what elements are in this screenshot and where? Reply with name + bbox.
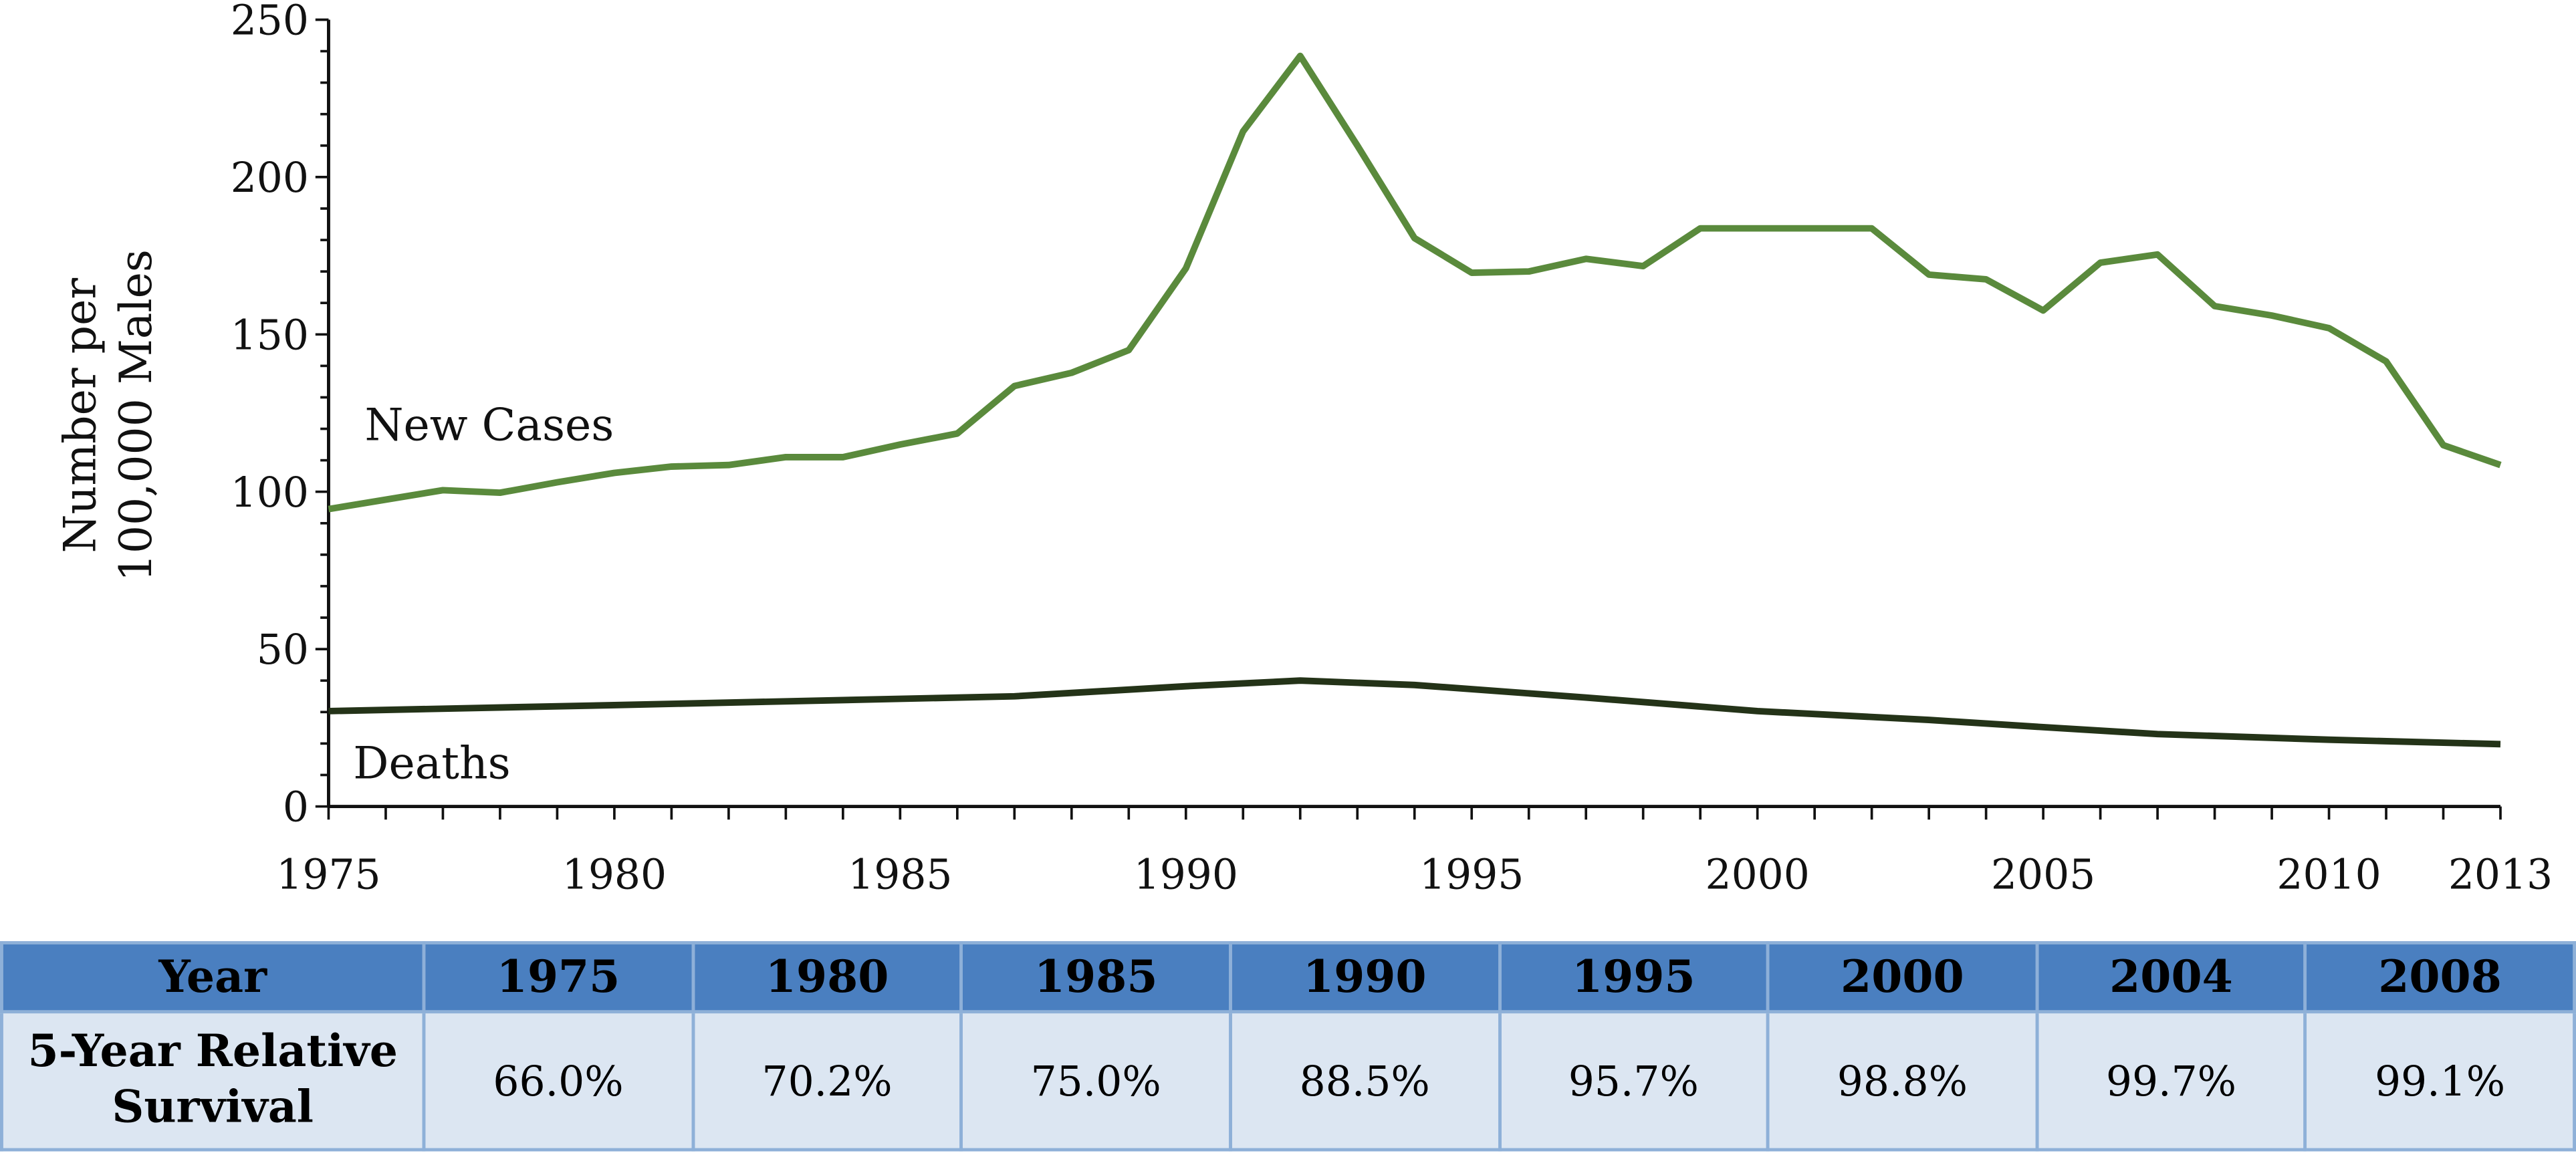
header-year: 2004 (2036, 942, 2305, 1011)
survival-cell: 99.1% (2306, 1012, 2575, 1150)
series-line-deaths (328, 680, 2500, 744)
header-year: 1995 (1499, 942, 1768, 1011)
row-label-line2: Survival (112, 1082, 314, 1133)
row-label-line1: 5-Year Relative (28, 1027, 398, 1077)
y-tick-label: 100 (231, 469, 309, 517)
series-label-deaths: Deaths (353, 737, 510, 789)
x-tick-label: 1990 (1134, 851, 1238, 898)
header-year: 2000 (1768, 942, 2036, 1011)
x-tick-label: 1995 (1419, 851, 1524, 898)
x-tick-label: 2000 (1706, 851, 1810, 898)
y-axis-label-line1: Number per (54, 278, 106, 553)
x-tick-label: 1985 (848, 851, 952, 898)
x-tick-label: 2013 (2448, 851, 2553, 898)
series-label-new-cases: New Cases (365, 399, 614, 451)
series-line-new-cases (328, 56, 2500, 509)
header-year: 1975 (424, 942, 693, 1011)
y-tick-label: 200 (231, 154, 309, 202)
header-year: 1980 (693, 942, 961, 1011)
y-tick-label: 250 (231, 0, 309, 45)
x-tick-label: 2010 (2276, 851, 2381, 898)
y-tick-label: 0 (283, 784, 309, 831)
survival-cell: 70.2% (693, 1012, 961, 1150)
survival-cell: 98.8% (1768, 1012, 2036, 1150)
y-tick-label: 150 (231, 311, 309, 359)
x-tick-label: 1975 (276, 851, 380, 898)
survival-cell: 75.0% (961, 1012, 1230, 1150)
y-axis-label-line2: 100,000 Males (110, 249, 162, 582)
header-year-label: Year (1, 942, 424, 1011)
survival-table: Year 1975 1980 1985 1990 1995 2000 2004 … (0, 941, 2576, 1152)
y-tick-label: 50 (257, 626, 309, 674)
table-header-row: Year 1975 1980 1985 1990 1995 2000 2004 … (1, 942, 2574, 1011)
x-tick-label: 1980 (562, 851, 667, 898)
header-year: 1985 (961, 942, 1230, 1011)
survival-cell: 95.7% (1499, 1012, 1768, 1150)
x-tick-label: 2005 (1991, 851, 2095, 898)
survival-cell: 66.0% (424, 1012, 693, 1150)
survival-cell: 88.5% (1230, 1012, 1499, 1150)
header-year: 2008 (2306, 942, 2575, 1011)
survival-cell: 99.7% (2036, 1012, 2305, 1150)
line-chart: 0 50 100 150 200 250 1975 1980 1985 1990 1995 2000 2… (0, 0, 2576, 920)
header-year: 1990 (1230, 942, 1499, 1011)
